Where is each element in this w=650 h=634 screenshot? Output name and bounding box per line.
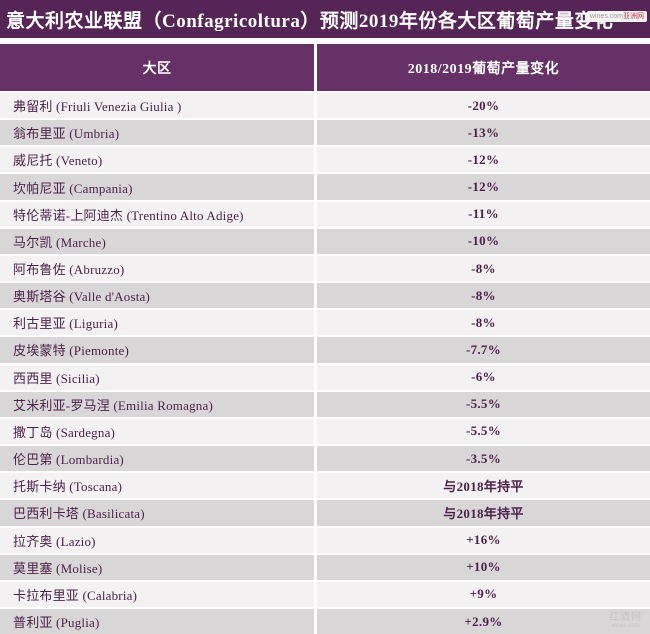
table-row: 翁布里亚 (Umbria) -13% xyxy=(0,118,650,146)
value-cell: -5.5% xyxy=(314,391,650,417)
region-cell: 艾米利亚-罗马涅 (Emilia Romagna) xyxy=(13,397,213,413)
column-header-region: 大区 xyxy=(0,44,314,91)
region-cell: 马尔凯 (Marche) xyxy=(13,234,107,250)
region-cell: 利古里亚 (Liguria) xyxy=(13,316,118,332)
region-cell: 撒丁岛 (Sardegna) xyxy=(13,424,116,440)
region-cell: 奥斯塔谷 (Valle d'Aosta) xyxy=(13,289,151,305)
region-cell: 卡拉布里亚 (Calabria) xyxy=(13,587,138,603)
value-cell: 与2018年持平 xyxy=(314,500,650,526)
watermark-top: wines.com亚洲网 xyxy=(586,11,647,22)
region-cell: 伦巴第 (Lombardia) xyxy=(13,452,124,468)
region-cell: 西西里 (Sicilia) xyxy=(13,370,100,386)
watermark-top-url: wines.com xyxy=(589,13,623,20)
region-cell: 弗留利 (Friuli Venezia Giulia ) xyxy=(13,99,182,115)
table-row: 威尼托 (Veneto) -12% xyxy=(0,145,650,173)
table-row: 普利亚 (Puglia) +2.9% xyxy=(0,606,650,634)
value-cell: -6% xyxy=(314,364,650,390)
table-header-row: 大区 2018/2019葡萄产量变化 xyxy=(0,44,650,91)
table-row: 莫里塞 (Molise) +10% xyxy=(0,552,650,580)
value-cell: +9% xyxy=(314,581,650,607)
table-row: 坎帕尼亚 (Campania) -12% xyxy=(0,172,650,200)
watermark-top-site-name: 亚洲网 xyxy=(623,13,644,20)
region-cell: 皮埃蒙特 (Piemonte) xyxy=(13,343,130,359)
value-cell: +16% xyxy=(314,527,650,553)
table-row: 巴西利卡塔 (Basilicata) 与2018年持平 xyxy=(0,498,650,526)
region-cell: 普利亚 (Puglia) xyxy=(13,615,100,631)
value-cell: 与2018年持平 xyxy=(314,473,650,499)
value-cell: -8% xyxy=(314,255,650,282)
table-row: 弗留利 (Friuli Venezia Giulia ) -20% xyxy=(0,91,650,119)
value-cell: -11% xyxy=(314,201,650,227)
value-cell: -8% xyxy=(314,283,650,309)
region-cell: 托斯卡纳 (Toscana) xyxy=(13,479,123,495)
value-cell: +10% xyxy=(314,554,650,580)
region-cell: 拉齐奥 (Lazio) xyxy=(13,533,96,549)
table-row: 伦巴第 (Lombardia) -3.5% xyxy=(0,444,650,472)
table-row: 皮埃蒙特 (Piemonte) -7.7% xyxy=(0,335,650,363)
column-header-change-label: 2018/2019葡萄产量变化 xyxy=(407,61,560,77)
page-title: 意大利农业联盟（Confagricoltura）预测2019年份各大区葡萄产量变… xyxy=(6,10,614,32)
table-row: 托斯卡纳 (Toscana) 与2018年持平 xyxy=(0,471,650,499)
region-cell: 威尼托 (Veneto) xyxy=(13,153,103,169)
value-cell: -12% xyxy=(314,174,650,200)
value-cell: -13% xyxy=(314,120,650,146)
table-row: 艾米利亚-罗马涅 (Emilia Romagna) -5.5% xyxy=(0,389,650,417)
region-cell: 特伦蒂诺-上阿迪杰 (Trentino Alto Adige) xyxy=(13,207,244,223)
region-cell: 翁布里亚 (Umbria) xyxy=(13,126,120,142)
value-cell: -8% xyxy=(314,310,650,336)
table-row: 阿布鲁佐 (Abruzzo) -8% xyxy=(0,253,650,282)
value-cell: +2.9% xyxy=(314,608,650,634)
value-cell: -5.5% xyxy=(314,418,650,445)
table-row: 特伦蒂诺-上阿迪杰 (Trentino Alto Adige) -11% xyxy=(0,199,650,227)
title-bar: 意大利农业联盟（Confagricoltura）预测2019年份各大区葡萄产量变… xyxy=(0,0,650,38)
table-body: 弗留利 (Friuli Venezia Giulia ) -20% 翁布里亚 (… xyxy=(0,91,650,634)
value-cell: -3.5% xyxy=(314,446,650,472)
table-row: 利古里亚 (Liguria) -8% xyxy=(0,308,650,336)
value-cell: -7.7% xyxy=(314,337,650,363)
region-cell: 阿布鲁佐 (Abruzzo) xyxy=(13,262,125,278)
column-header-region-label: 大区 xyxy=(142,61,172,77)
table-row: 马尔凯 (Marche) -10% xyxy=(0,226,650,254)
region-cell: 坎帕尼亚 (Campania) xyxy=(13,180,133,196)
value-cell: -10% xyxy=(314,228,650,254)
column-header-change: 2018/2019葡萄产量变化 xyxy=(314,44,650,91)
table-row: 拉齐奥 (Lazio) +16% xyxy=(0,525,650,553)
table-row: 奥斯塔谷 (Valle d'Aosta) -8% xyxy=(0,281,650,309)
title-table-divider xyxy=(0,38,650,44)
table-row: 卡拉布里亚 (Calabria) +9% xyxy=(0,579,650,607)
value-cell: -20% xyxy=(314,93,650,119)
value-cell: -12% xyxy=(314,147,650,173)
region-cell: 巴西利卡塔 (Basilicata) xyxy=(13,506,145,522)
region-cell: 莫里塞 (Molise) xyxy=(13,560,103,576)
table-row: 西西里 (Sicilia) -6% xyxy=(0,362,650,390)
table-row: 撒丁岛 (Sardegna) -5.5% xyxy=(0,416,650,445)
